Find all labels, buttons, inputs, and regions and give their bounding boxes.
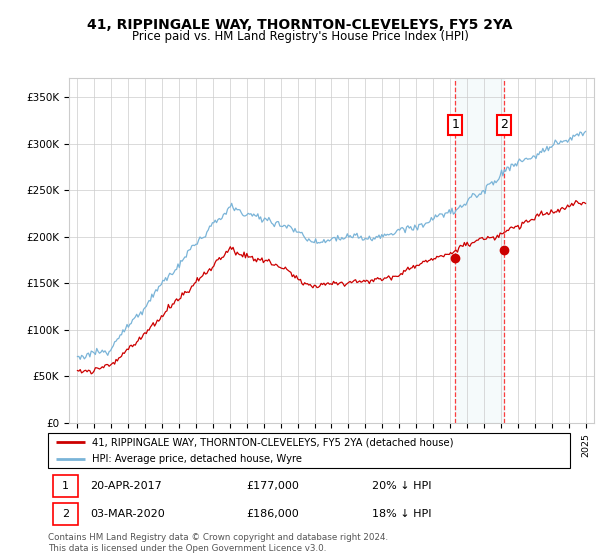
Text: Contains HM Land Registry data © Crown copyright and database right 2024.
This d: Contains HM Land Registry data © Crown c… — [48, 533, 388, 553]
Text: 03-MAR-2020: 03-MAR-2020 — [90, 509, 164, 519]
Text: 41, RIPPINGALE WAY, THORNTON-CLEVELEYS, FY5 2YA: 41, RIPPINGALE WAY, THORNTON-CLEVELEYS, … — [87, 18, 513, 32]
Text: £186,000: £186,000 — [247, 509, 299, 519]
Text: Price paid vs. HM Land Registry's House Price Index (HPI): Price paid vs. HM Land Registry's House … — [131, 30, 469, 43]
Text: £177,000: £177,000 — [247, 481, 299, 491]
Text: 1: 1 — [451, 119, 459, 132]
Text: 41, RIPPINGALE WAY, THORNTON-CLEVELEYS, FY5 2YA (detached house): 41, RIPPINGALE WAY, THORNTON-CLEVELEYS, … — [92, 437, 454, 447]
Bar — [455, 78, 504, 423]
Text: 2: 2 — [500, 119, 508, 132]
Text: HPI: Average price, detached house, Wyre: HPI: Average price, detached house, Wyre — [92, 454, 302, 464]
Text: 18% ↓ HPI: 18% ↓ HPI — [371, 509, 431, 519]
FancyBboxPatch shape — [53, 503, 78, 525]
FancyBboxPatch shape — [53, 475, 78, 497]
Text: 20-APR-2017: 20-APR-2017 — [90, 481, 161, 491]
Text: 20% ↓ HPI: 20% ↓ HPI — [371, 481, 431, 491]
Text: 2: 2 — [62, 509, 70, 519]
FancyBboxPatch shape — [48, 433, 570, 468]
Text: 1: 1 — [62, 481, 69, 491]
